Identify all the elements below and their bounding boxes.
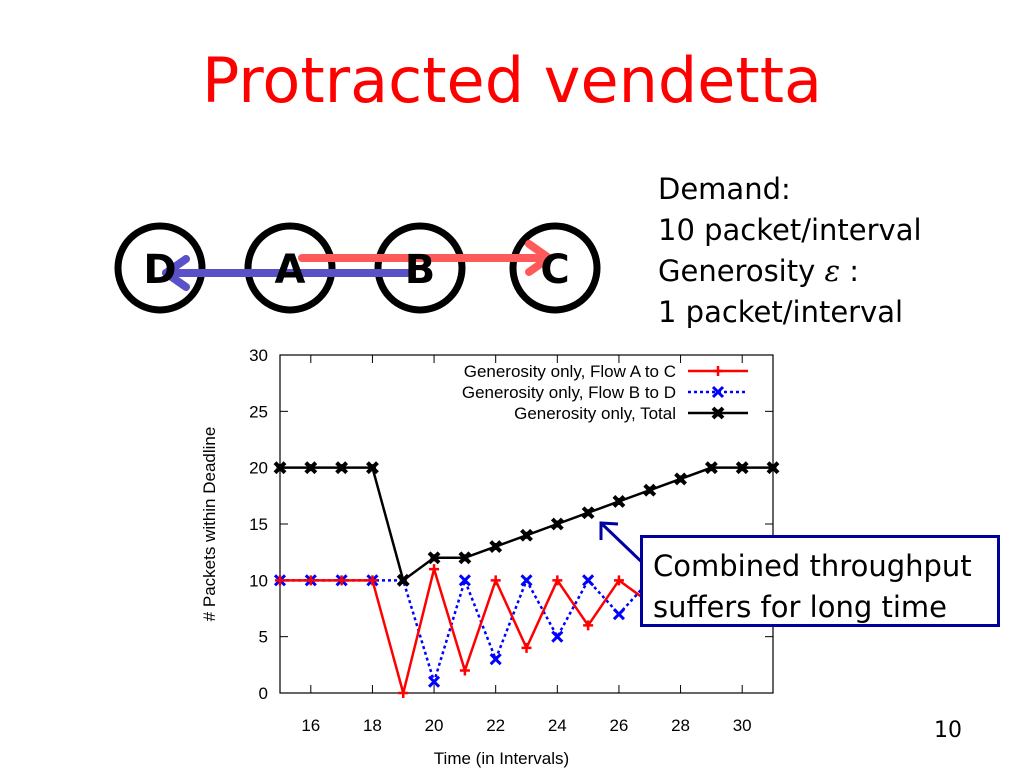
series-3-point-fill — [738, 464, 746, 472]
x-tick-label: 28 — [671, 716, 690, 735]
demand-line-2: 10 packet/interval — [658, 213, 922, 247]
series-3-point-fill — [769, 464, 777, 472]
generosity-colon: : — [849, 254, 860, 288]
series-3 — [273, 461, 780, 587]
demand-line-3: Generosity ε : — [658, 251, 922, 292]
y-tick-label: 10 — [249, 571, 268, 590]
series-3-point-fill — [707, 464, 715, 472]
series-2-point — [428, 675, 441, 688]
series-1-point — [429, 564, 440, 575]
series-3-point-fill — [368, 464, 376, 472]
series-2-point — [551, 630, 564, 643]
node-a-label: A — [275, 247, 306, 293]
x-tick-label: 20 — [425, 716, 444, 735]
flow-a-to-c-arrowhead — [525, 240, 553, 276]
series-1-point — [305, 575, 316, 586]
y-tick-label: 15 — [249, 515, 268, 534]
x-tick-label: 24 — [548, 716, 567, 735]
legend-entry-1-label: Generosity only, Flow A to C — [464, 362, 676, 381]
node-d-circle — [114, 222, 206, 314]
y-axis-label: # Packets within Deadline — [200, 427, 219, 622]
series-2-point — [489, 653, 502, 666]
epsilon-symbol: ε — [824, 254, 841, 288]
x-axis-label: Time (in Intervals) — [434, 749, 569, 768]
series-3-point-fill — [276, 464, 284, 472]
series-1-point — [275, 575, 285, 586]
y-tick-label: 0 — [259, 684, 268, 703]
series-1-point — [398, 688, 409, 698]
series-3-point-fill — [430, 554, 438, 562]
series-1-point — [521, 642, 532, 653]
demand-description: Demand: 10 packet/interval Generosity ε … — [658, 169, 922, 333]
demand-line-1: Demand: — [658, 172, 791, 206]
slide-title: Protracted vendetta — [202, 44, 822, 117]
legend-entry-3-label: Generosity only, Total — [514, 404, 676, 423]
generosity-label: Generosity — [658, 254, 816, 288]
y-tick-label: 20 — [249, 459, 268, 478]
y-tick-label: 30 — [249, 346, 268, 365]
callout-arrowhead — [599, 521, 619, 540]
series-3-point-fill — [553, 520, 561, 528]
x-tick-label: 22 — [486, 716, 505, 735]
series-2-point — [582, 574, 595, 587]
x-tick-label: 26 — [609, 716, 628, 735]
callout-box: Combined throughput suffers for long tim… — [640, 535, 1000, 627]
series-3-point-fill — [461, 554, 469, 562]
series-3-point-fill — [677, 475, 685, 483]
node-b-circle — [374, 222, 466, 314]
x-tick-label: 30 — [733, 716, 752, 735]
callout-line-2: suffers for long time — [653, 590, 947, 624]
node-d-label: D — [143, 247, 176, 293]
y-tick-label: 25 — [249, 402, 268, 421]
series-3-point-fill — [307, 464, 315, 472]
series-3-point-fill — [523, 531, 530, 539]
y-tick-label: 5 — [259, 628, 268, 647]
legend-entry-3-marker-fill — [714, 409, 722, 417]
series-3-point-fill — [646, 486, 654, 494]
series-3-point-fill — [492, 543, 500, 551]
series-1-point — [367, 575, 378, 586]
series-2-point — [612, 608, 625, 621]
series-1-point — [459, 665, 470, 676]
legend-entry-2-marker — [711, 385, 725, 399]
node-c-label: C — [540, 247, 569, 293]
series-1-point — [583, 620, 594, 631]
series-1-point — [490, 575, 501, 586]
series-1-point — [613, 575, 624, 586]
series-2-point — [520, 574, 533, 587]
series-3-point-fill — [584, 509, 592, 517]
series-2-point — [458, 574, 471, 587]
series-1-point — [552, 575, 563, 586]
x-tick-label: 18 — [363, 716, 382, 735]
callout-line-1: Combined throughput — [653, 549, 972, 583]
legend-entry-2-label: Generosity only, Flow B to D — [462, 383, 676, 402]
flow-b-to-d-arrowhead — [162, 255, 190, 291]
legend-entry-1-marker — [713, 366, 723, 376]
demand-line-4: 1 packet/interval — [658, 295, 904, 329]
series-1-point — [336, 575, 347, 586]
x-tick-label: 16 — [301, 716, 320, 735]
series-3-point-fill — [338, 464, 346, 472]
node-a-circle — [244, 222, 336, 314]
series-3-point-fill — [399, 576, 407, 584]
page-number: 10 — [934, 718, 962, 743]
series-3-point-fill — [615, 497, 623, 505]
node-b-label: B — [405, 247, 436, 293]
